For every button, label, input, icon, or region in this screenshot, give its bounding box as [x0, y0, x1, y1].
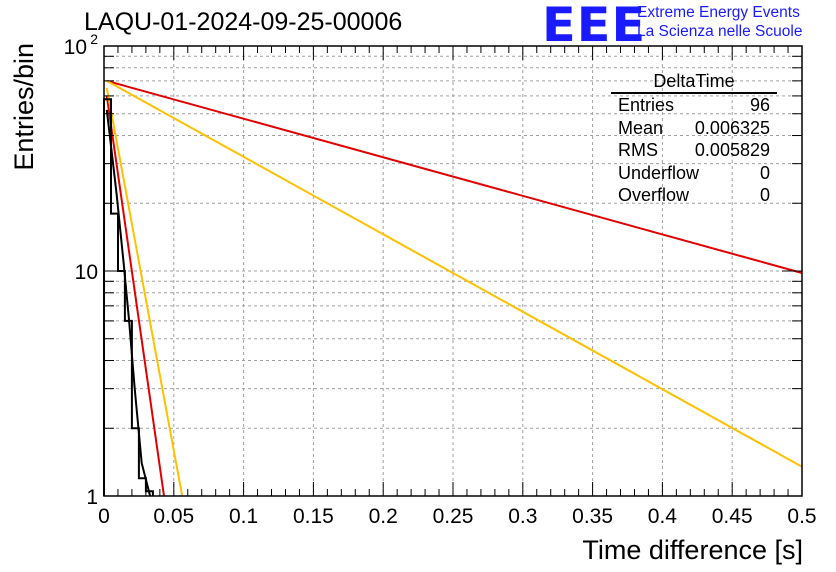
stats-label: Underflow [618, 162, 700, 183]
stats-row-rms: RMS 0.005829 [609, 139, 777, 162]
stats-value: 0.006325 [694, 117, 770, 138]
stats-value: 0.005829 [694, 140, 770, 160]
fit-line-3 [105, 87, 184, 497]
y-tick-label: 1 [86, 486, 98, 509]
y-tick-label: 10 [75, 261, 98, 284]
stats-value: 96 [749, 95, 770, 115]
y-axis-label: Entries/bin [9, 43, 39, 171]
tick-labels: 0 0.05 0.1 0.15 0.2 0.25 0.3 0.35 0.4 0.45 0.5 1 10 1… [64, 31, 817, 528]
histogram-bars [103, 98, 154, 496]
series-group [103, 79, 803, 497]
stats-row-underflow: Underflow 0 [609, 162, 777, 185]
fit-line-1 [106, 80, 803, 468]
logo-line-1: Extreme Energy Events [637, 4, 800, 21]
stats-box: DeltaTime Entries 96 Mean 0.006325 RMS 0… [609, 70, 777, 207]
x-axis-label: Time difference [s] [582, 535, 803, 565]
x-tick-label: 0.35 [572, 505, 613, 528]
fit-line-2 [105, 95, 165, 497]
x-tick-label: 0.25 [433, 505, 474, 528]
fit-line-4 [105, 109, 152, 497]
stats-value: 0 [759, 185, 770, 205]
x-tick-label: 0.4 [648, 505, 678, 528]
x-tick-label: 0 [98, 505, 110, 528]
x-tick-label: 0.2 [369, 505, 398, 528]
stats-row-entries: Entries 96 [609, 94, 777, 117]
stats-title: DeltaTime [611, 70, 777, 94]
eee-logo: EEE [542, 0, 647, 53]
stats-value: 0 [759, 162, 770, 183]
y-tick-label: 10 [64, 36, 87, 59]
x-tick-label: 0.1 [229, 505, 258, 528]
x-tick-label: 0.15 [293, 505, 334, 528]
x-tick-label: 0.3 [508, 505, 537, 528]
stats-row-overflow: Overflow 0 [609, 184, 777, 207]
stats-label: Overflow [618, 185, 690, 205]
logo-text: Extreme Energy Events La Scienza nelle S… [637, 3, 802, 41]
fit-line-0 [106, 79, 803, 274]
x-tick-label: 0.5 [787, 505, 816, 528]
grid-lines [104, 46, 802, 496]
x-tick-label: 0.05 [153, 505, 194, 528]
stats-label: Entries [618, 95, 675, 115]
chart-title: LAQU-01-2024-09-25-00006 [84, 8, 403, 36]
stats-label: RMS [618, 140, 658, 160]
axis-ticks [103, 46, 803, 497]
y-tick-label-exponent: 2 [90, 31, 98, 47]
stats-row-mean: Mean 0.006325 [609, 117, 777, 140]
stats-label: Mean [618, 117, 664, 138]
x-tick-label: 0.45 [712, 505, 753, 528]
logo-line-2: La Scienza nelle Scuole [637, 23, 803, 40]
